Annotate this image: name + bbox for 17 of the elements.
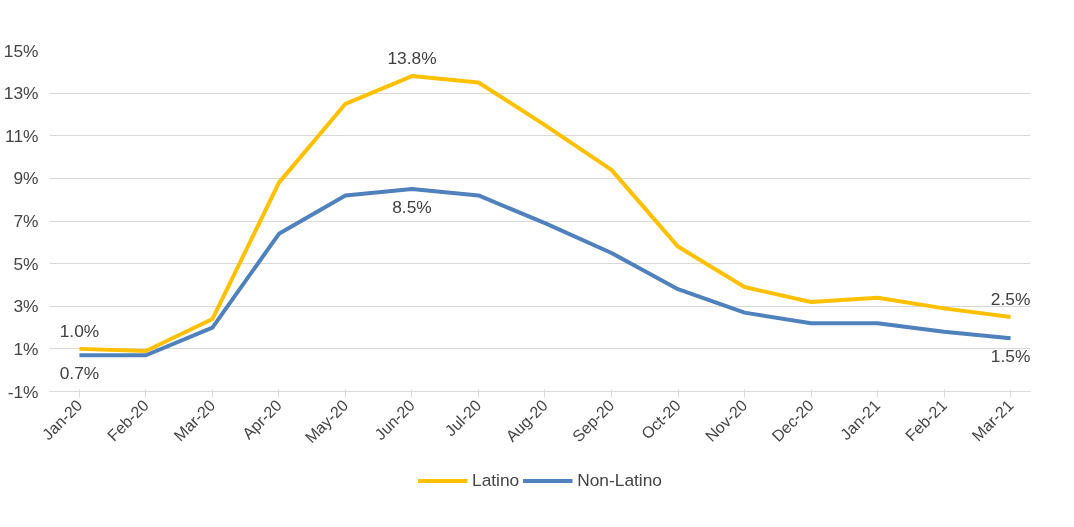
- y-tick-label: 9%: [13, 168, 39, 189]
- data-label: 8.5%: [392, 197, 432, 218]
- data-label: 0.7%: [59, 363, 100, 384]
- legend-label: Non-Latino: [577, 469, 662, 491]
- y-tick-label: 11%: [5, 125, 39, 146]
- y-tick-label: -1%: [7, 381, 39, 402]
- data-label: 1.5%: [990, 346, 1031, 367]
- y-tick-label: 5%: [13, 253, 39, 274]
- y-tick-label: 1%: [13, 338, 39, 359]
- y-tick-label: 13%: [3, 83, 39, 104]
- y-tick-label: 15%: [3, 40, 39, 61]
- data-label: 13.8%: [387, 48, 437, 69]
- y-tick-label: 3%: [13, 296, 39, 317]
- data-label: 2.5%: [990, 288, 1031, 309]
- legend-label: Latino: [472, 469, 520, 491]
- y-tick-label: 7%: [13, 211, 39, 231]
- data-label: 1.0%: [59, 320, 100, 341]
